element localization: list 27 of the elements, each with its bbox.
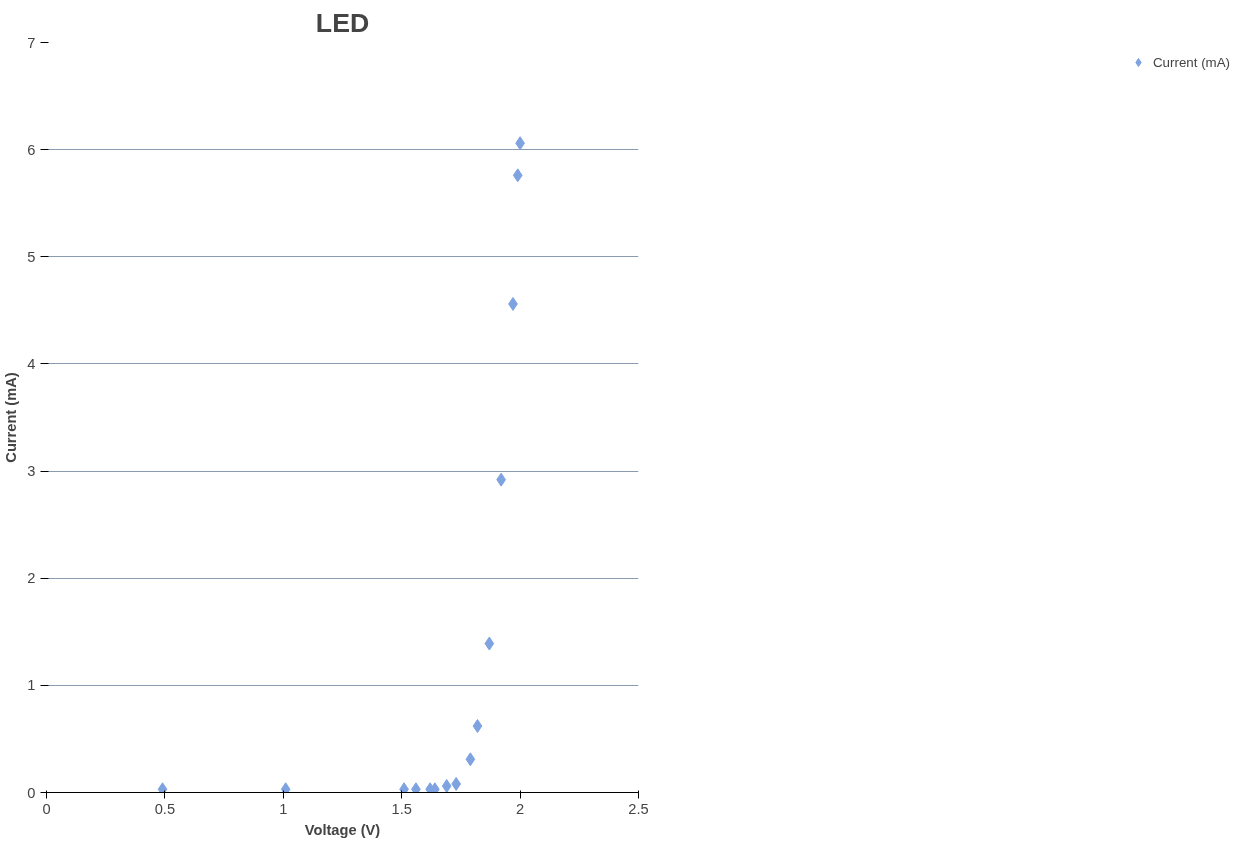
y-tick-label: 1: [27, 677, 36, 694]
legend-label: Current (mA): [1152, 54, 1230, 70]
point: [472, 719, 483, 734]
point: [157, 782, 168, 793]
y-tick-label: 6: [27, 141, 36, 158]
point: [465, 752, 476, 767]
point: [280, 782, 291, 793]
point: [441, 779, 452, 793]
x-tick-label: 0.5: [154, 800, 176, 817]
x-tick-label: 1: [279, 800, 288, 817]
y-axis-title: Current (mA): [3, 372, 20, 463]
x-tick-label: 2: [516, 800, 525, 817]
y-tick-label: 7: [27, 34, 36, 51]
point: [512, 168, 523, 183]
point: [484, 636, 495, 651]
point: [399, 782, 409, 793]
x-tick-label: 0: [42, 800, 51, 817]
x-tick-label: 1.5: [391, 800, 412, 817]
x-tick-label: 2.5: [628, 800, 649, 817]
y-tick-label: 4: [27, 355, 36, 372]
x-axis-title: Voltage (V): [304, 821, 381, 838]
y-tick-label: 3: [27, 463, 36, 480]
y-tick-label: 2: [27, 570, 36, 587]
y-tick-label: 5: [27, 248, 36, 265]
point: [411, 782, 421, 793]
chart-title: LED: [315, 7, 370, 38]
y-tick-label: 0: [27, 784, 36, 801]
